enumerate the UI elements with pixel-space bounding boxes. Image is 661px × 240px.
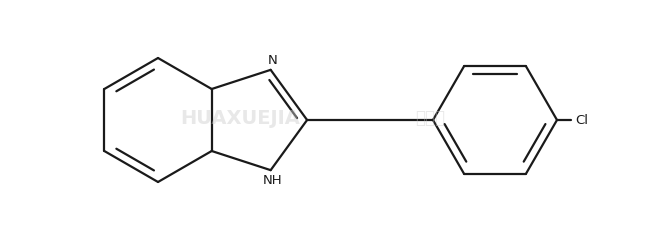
Text: N: N	[268, 54, 278, 67]
Text: 化学加: 化学加	[415, 109, 445, 127]
Text: HUAXUEJIA: HUAXUEJIA	[180, 108, 300, 127]
Text: NH: NH	[263, 174, 282, 187]
Text: Cl: Cl	[575, 114, 588, 126]
